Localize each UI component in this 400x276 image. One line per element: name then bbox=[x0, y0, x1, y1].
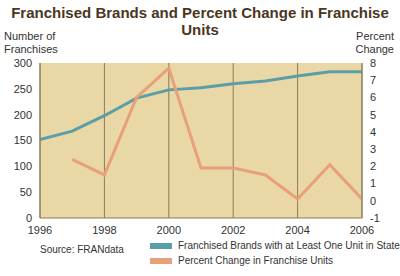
svg-text:2000: 2000 bbox=[157, 224, 181, 236]
html-text:Franchised Brands and Percent: Franchised Brands and Percent Change in … bbox=[11, 4, 389, 38]
svg-text:1998: 1998 bbox=[92, 224, 116, 236]
html-text:Number of Franchises: Number of Franchises bbox=[4, 30, 58, 55]
html-text:Franchised Brands with at Leas: Franchised Brands with at Least One Unit… bbox=[178, 240, 400, 251]
svg-text:6: 6 bbox=[370, 91, 376, 103]
svg-text:5: 5 bbox=[370, 109, 376, 121]
svg-text:3: 3 bbox=[370, 143, 376, 155]
html-text:Source: FRANdata: Source: FRANdata bbox=[40, 244, 124, 255]
svg-text:4: 4 bbox=[370, 126, 376, 138]
svg-text:2006: 2006 bbox=[350, 224, 374, 236]
svg-text:1996: 1996 bbox=[28, 224, 52, 236]
svg-text:8: 8 bbox=[370, 58, 376, 69]
svg-text:200: 200 bbox=[14, 109, 32, 121]
svg-text:50: 50 bbox=[20, 186, 32, 198]
svg-text:150: 150 bbox=[14, 134, 32, 146]
svg-text:300: 300 bbox=[14, 58, 32, 69]
svg-text:7: 7 bbox=[370, 74, 376, 86]
html-text:Percent Change in Franchise Un: Percent Change in Franchise Units bbox=[178, 255, 334, 266]
svg-text:2: 2 bbox=[370, 160, 376, 172]
svg-text:100: 100 bbox=[14, 160, 32, 172]
svg-text:0: 0 bbox=[370, 195, 376, 207]
svg-text:2004: 2004 bbox=[285, 224, 309, 236]
html-text:Percent Change: Percent Change bbox=[355, 30, 394, 55]
svg-text:1: 1 bbox=[370, 177, 376, 189]
svg-text:0: 0 bbox=[26, 212, 32, 224]
svg-text:2002: 2002 bbox=[221, 224, 245, 236]
svg-text:-1: -1 bbox=[370, 212, 380, 224]
svg-text:250: 250 bbox=[14, 83, 32, 95]
